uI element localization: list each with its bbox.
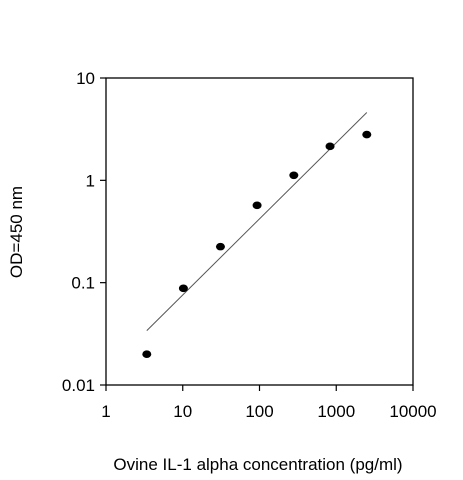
x-axis: 1 10 100 1000 10000 [101,385,437,421]
data-point [362,130,372,139]
x-tick-label: 1000 [317,402,355,421]
data-points [142,130,372,358]
x-tick-label: 100 [245,402,273,421]
y-axis-title: OD=450 nm [7,186,26,278]
x-tick-label: 10 [173,402,192,421]
data-point [215,242,225,251]
x-tick-label: 10000 [389,402,436,421]
x-tick-label: 1 [101,402,110,421]
x-axis-title: Ovine IL-1 alpha concentration (pg/ml) [113,455,402,474]
data-point [325,142,335,151]
y-tick-label: 1 [86,171,95,190]
data-point [289,171,299,180]
data-point [252,201,262,210]
y-tick-label: 0.1 [71,274,95,293]
y-tick-label: 0.01 [62,376,95,395]
data-point [142,350,152,358]
plot-frame [105,77,414,386]
data-point [178,284,188,293]
y-axis: 0.01 0.1 1 10 [62,69,106,395]
y-tick-label: 10 [76,69,95,88]
